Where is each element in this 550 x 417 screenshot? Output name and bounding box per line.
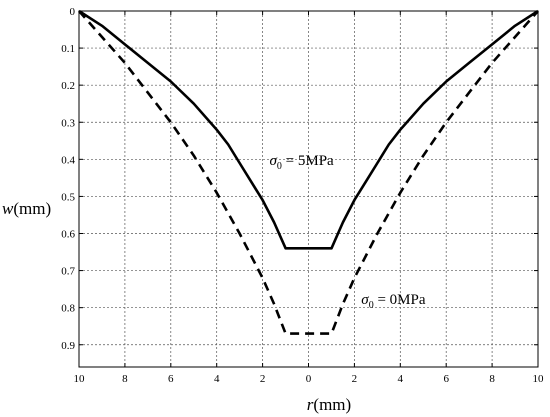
- x-tick-label: 10: [533, 373, 545, 385]
- y-tick-label: 0.7: [61, 266, 75, 278]
- series-layer: [78, 9, 539, 335]
- y-tick-label: 0.1: [61, 43, 75, 55]
- y-tick-label: 0.8: [61, 303, 75, 315]
- series-line-dashed: [78, 10, 539, 335]
- x-tick-label: 4: [398, 373, 404, 385]
- y-tick-label: 0.5: [61, 191, 75, 203]
- y-axis-label: w(mm): [2, 199, 51, 218]
- x-tick-label: 8: [489, 373, 495, 385]
- x-tick-label: 2: [352, 373, 358, 385]
- x-axis-label: r(mm): [307, 395, 351, 414]
- x-tick-label: 4: [214, 373, 220, 385]
- x-tick-label: 10: [74, 373, 86, 385]
- y-tick-label: 0: [70, 6, 76, 18]
- series-line-solid: [78, 9, 539, 250]
- x-tick-label: 6: [443, 373, 449, 385]
- y-tick-label: 0.2: [61, 80, 75, 92]
- x-tick-label: 0: [306, 373, 312, 385]
- y-tick-label: 0.4: [61, 154, 75, 166]
- series-annotation: σ0 = 0MPa: [361, 292, 426, 311]
- y-tick-label: 0.9: [61, 340, 75, 352]
- grid: [79, 11, 538, 367]
- y-tick-label: 0.6: [61, 229, 75, 241]
- y-tick-label: 0.3: [61, 117, 75, 129]
- axis-ticks: 10 8 6 4 2 0 2 4 6 8 10 0 0.1 0.2 0.3 0.4 0.5 0.6 0.7 0.8 0.…: [61, 6, 544, 385]
- x-tick-label: 6: [168, 373, 174, 385]
- x-tick-label: 2: [260, 373, 266, 385]
- x-tick-label: 8: [122, 373, 128, 385]
- annotations: σ0 = 5MPa σ0 = 0MPa: [269, 153, 425, 311]
- series-annotation: σ0 = 5MPa: [269, 153, 334, 172]
